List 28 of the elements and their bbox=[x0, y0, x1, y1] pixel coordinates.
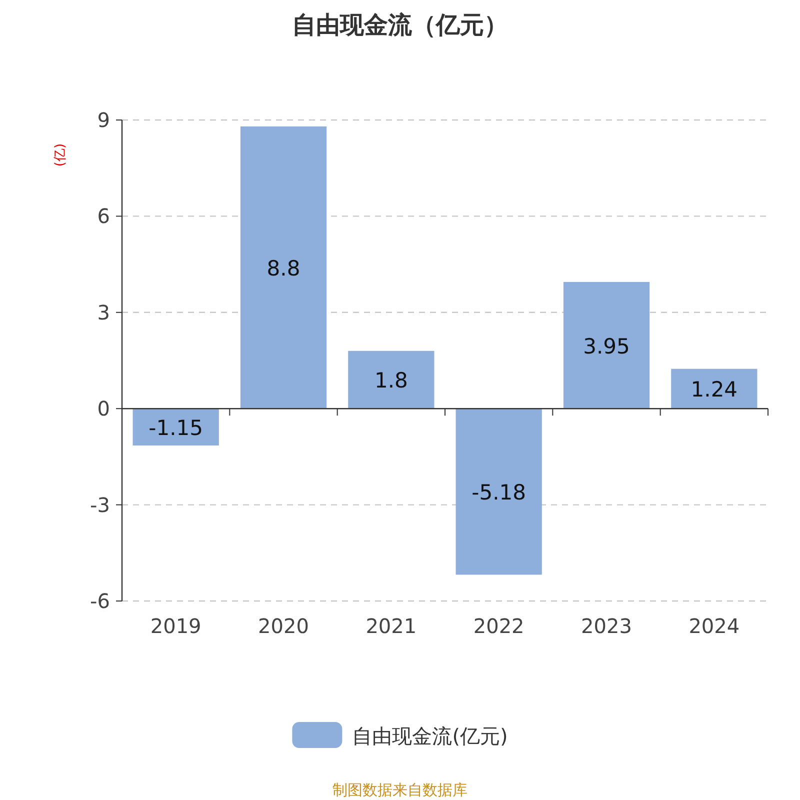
y-tick-label: -3 bbox=[90, 492, 110, 517]
x-tick-label: 2020 bbox=[258, 614, 309, 638]
x-tick-label: 2023 bbox=[581, 614, 632, 638]
y-tick-label: 9 bbox=[97, 108, 110, 132]
chart-title: 自由现金流（亿元） bbox=[292, 11, 508, 39]
x-tick-label: 2022 bbox=[473, 614, 524, 638]
bar bbox=[456, 408, 542, 575]
x-tick-label: 2019 bbox=[150, 614, 202, 638]
legend-label: 自由现金流(亿元) bbox=[352, 724, 508, 748]
data-label: 1.8 bbox=[374, 368, 408, 393]
bar bbox=[563, 282, 650, 409]
y-tick-label: 6 bbox=[97, 204, 110, 228]
bar bbox=[671, 368, 758, 409]
y-axis-title: (亿) bbox=[53, 143, 68, 167]
x-tick-label: 2024 bbox=[688, 614, 740, 638]
data-label: 3.95 bbox=[583, 334, 630, 358]
data-label: 8.8 bbox=[266, 256, 300, 281]
bar bbox=[240, 126, 327, 409]
y-tick-label: -6 bbox=[90, 589, 110, 613]
bar bbox=[132, 408, 219, 446]
y-tick-label: 3 bbox=[97, 300, 110, 324]
data-label: -1.15 bbox=[148, 416, 204, 440]
bar bbox=[348, 350, 434, 409]
x-tick-label: 2021 bbox=[366, 614, 417, 638]
data-label: -5.18 bbox=[472, 480, 526, 505]
data-label: 1.24 bbox=[690, 378, 738, 402]
y-tick-label: 0 bbox=[97, 396, 110, 421]
text: 制图数据来自数据库 bbox=[332, 781, 468, 799]
